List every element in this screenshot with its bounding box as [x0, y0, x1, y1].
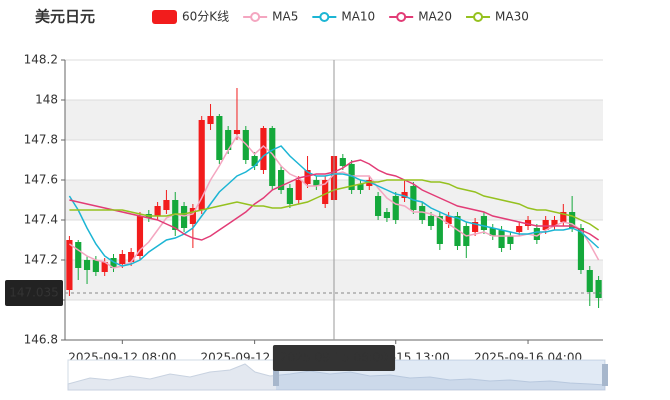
legend-label: 60分K线	[182, 10, 229, 24]
zoom-handle[interactable]	[602, 364, 608, 386]
candle-body	[419, 206, 426, 220]
crosshair-box	[272, 345, 396, 371]
candle-body	[295, 180, 302, 200]
candle-body	[383, 212, 391, 218]
candle-body	[172, 200, 179, 230]
legend-label: MA20	[418, 10, 452, 24]
candle-body	[436, 216, 443, 244]
y-tick-label: 148.2	[24, 53, 58, 67]
y-tick-label: 147.6	[24, 173, 58, 187]
y-tick-label: 147.8	[24, 133, 58, 147]
legend-label: MA5	[272, 10, 298, 24]
candle-body	[198, 120, 205, 210]
legend-dot	[250, 12, 261, 22]
candle-body	[225, 130, 232, 150]
candle-body	[136, 216, 144, 256]
candle-body	[542, 220, 549, 230]
candle-body	[498, 230, 505, 248]
crosshair-label: 2025-09-15 06:00	[280, 351, 388, 365]
candle-body	[560, 212, 567, 222]
candle-body	[101, 262, 108, 272]
candle-body	[392, 196, 399, 220]
candle-body	[83, 260, 91, 270]
y-tick-label: 147.4	[24, 213, 58, 227]
candle-body	[180, 206, 188, 228]
candle-body	[260, 128, 267, 170]
candle-body	[277, 170, 285, 190]
legend-dot	[396, 12, 407, 22]
candle-body	[233, 130, 241, 134]
candle-body	[216, 116, 223, 160]
candle-body	[110, 258, 117, 268]
candle-body	[357, 184, 364, 190]
candle-body	[480, 216, 488, 230]
legend: 60分K线 MA5 MA10 MA20 MA30	[152, 10, 529, 24]
candle-body	[66, 240, 73, 290]
candle-body	[375, 196, 382, 216]
candle-body	[269, 128, 276, 186]
candle-body	[286, 188, 293, 204]
last-price-label: 147.035	[9, 286, 59, 300]
candle-body	[322, 180, 329, 204]
legend-label: MA10	[341, 10, 375, 24]
candle-body	[445, 216, 452, 224]
candle-body	[339, 158, 346, 166]
candle-body	[366, 180, 373, 186]
zoom-handle[interactable]	[273, 364, 279, 386]
legend-dot	[319, 12, 330, 22]
candle-body	[472, 222, 479, 232]
candle-body	[207, 116, 214, 124]
candle-body	[427, 216, 435, 226]
candle-body	[577, 228, 585, 270]
candle-body	[401, 192, 408, 198]
candle-body	[516, 226, 523, 232]
legend-swatch	[152, 10, 177, 24]
candle-body	[410, 186, 417, 210]
candle-body	[163, 200, 170, 210]
overlay: 147.035 2025-09-15 06:00	[5, 60, 603, 371]
candle-body	[586, 270, 593, 292]
y-tick-label: 148	[35, 93, 58, 107]
candle-body	[454, 216, 461, 246]
candle-body	[154, 206, 161, 216]
y-tick-label: 147.2	[24, 253, 58, 267]
candle-body	[551, 220, 558, 226]
candle-body	[313, 180, 320, 186]
candle-body	[92, 260, 99, 272]
candle-body	[533, 228, 540, 240]
last-price-box	[5, 280, 63, 306]
y-tick-label: 146.8	[24, 333, 58, 347]
candle-body	[569, 212, 576, 228]
candle-body	[119, 254, 126, 264]
candle-body	[75, 242, 82, 268]
legend-dot	[473, 12, 484, 22]
zoom-preview	[67, 363, 606, 391]
chart-title: 美元日元	[35, 8, 95, 26]
candle-body	[595, 280, 602, 298]
candle-body	[189, 208, 196, 224]
candle-body	[348, 164, 355, 190]
candle-body	[304, 170, 311, 184]
candle-body	[128, 252, 135, 262]
candle-body	[489, 228, 496, 236]
candle-body	[507, 236, 514, 244]
candle-body	[251, 156, 258, 166]
candle-body	[524, 220, 532, 226]
legend-label: MA30	[495, 10, 529, 24]
